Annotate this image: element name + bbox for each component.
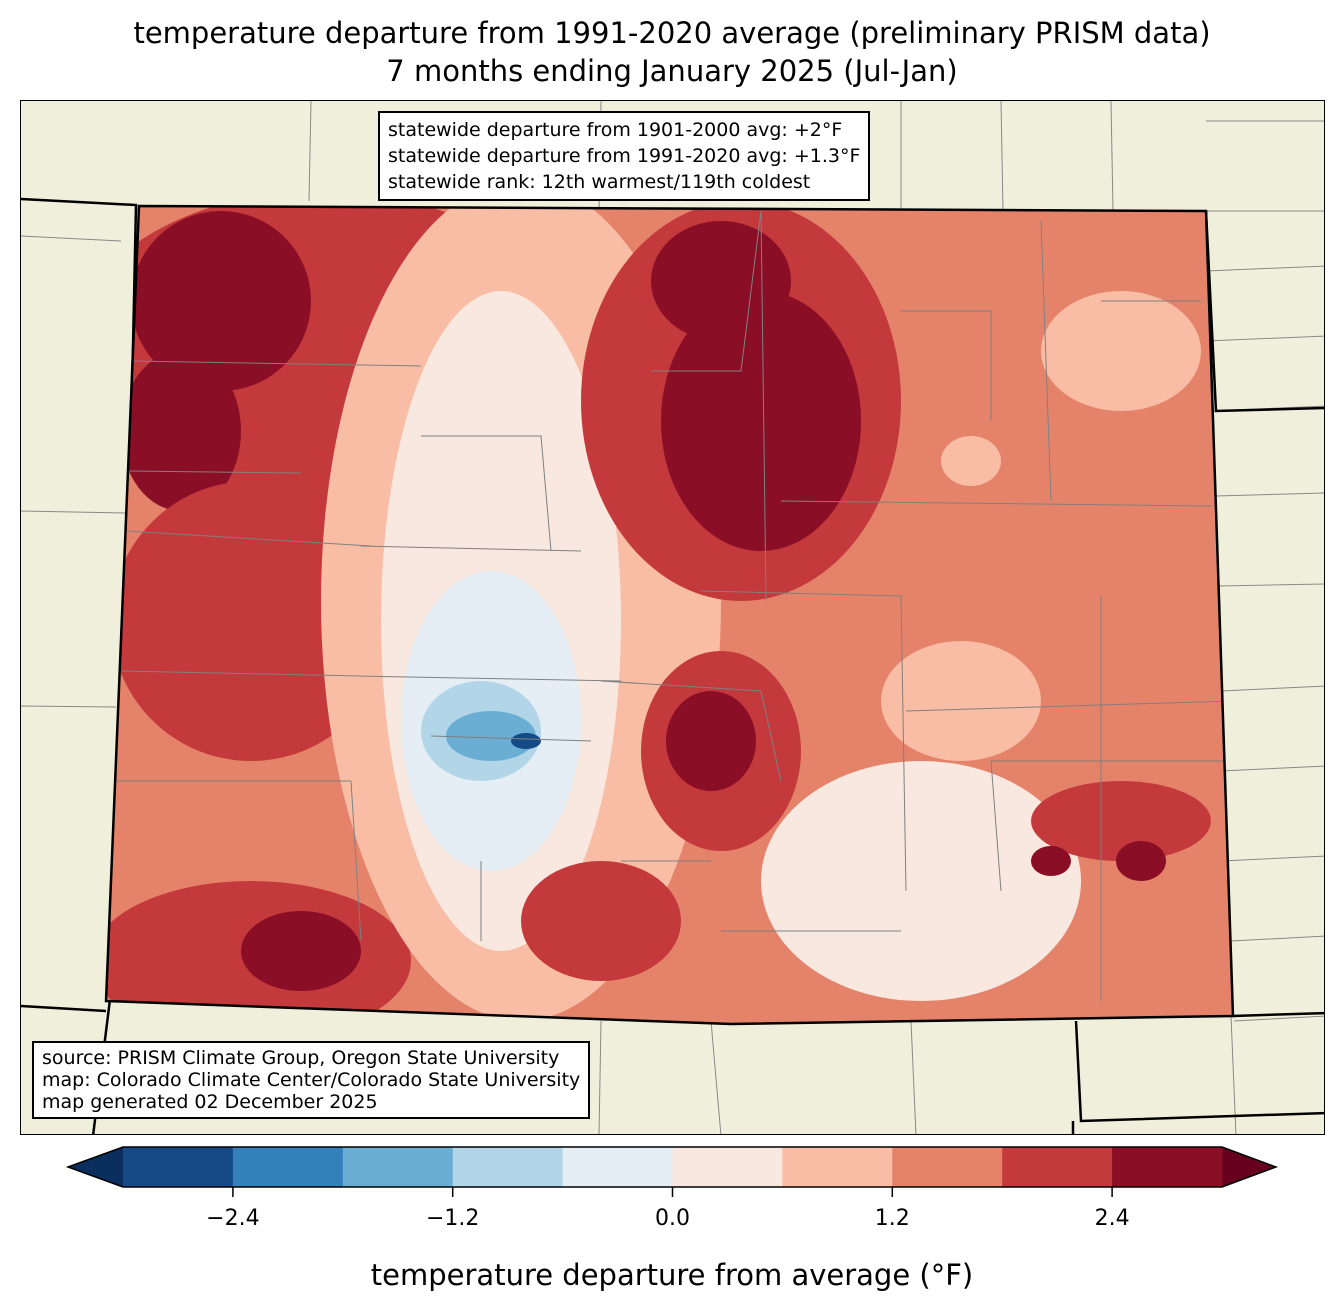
generated-date-line: map generated 02 December 2025 <box>42 1091 378 1113</box>
departure-contours <box>106 206 1211 1024</box>
colorbar-tick-label: −2.4 <box>206 1206 260 1231</box>
stat-1901-2000: statewide departure from 1901-2000 avg: … <box>388 119 843 141</box>
colorbar-label: temperature departure from average (°F) <box>370 1258 974 1292</box>
stat-rank: statewide rank: 12th warmest/119th colde… <box>388 171 811 193</box>
colorbar-bin <box>1112 1147 1223 1187</box>
map-credit-line: map: Colorado Climate Center/Colorado St… <box>42 1069 581 1091</box>
colorbar-bin <box>672 1147 783 1187</box>
colorbar-outline <box>65 1146 1279 1188</box>
colorbar-extend-high <box>1222 1147 1276 1187</box>
statewide-stats-box: statewide departure from 1901-2000 avg: … <box>378 111 871 201</box>
colorbar-bin <box>342 1147 454 1187</box>
source-box: source: PRISM Climate Group, Oregon Stat… <box>32 1041 591 1119</box>
colorbar-tick-label: 0.0 <box>655 1206 690 1231</box>
county-lines <box>116 210 1232 1001</box>
source-line: source: PRISM Climate Group, Oregon Stat… <box>42 1047 560 1069</box>
colorbar-tick-label: 1.2 <box>874 1206 910 1231</box>
neighbor-county-lines <box>21 101 1324 1134</box>
colorado-map-svg <box>21 101 1324 1134</box>
colorbar-bin <box>232 1147 344 1187</box>
colorbar <box>65 1146 1279 1197</box>
stat-1991-2020: statewide departure from 1991-2020 avg: … <box>388 145 861 167</box>
colorado-border <box>104 204 1235 1026</box>
colorbar-bin <box>1002 1147 1113 1187</box>
colorbar-tick-label: 2.4 <box>1094 1206 1130 1231</box>
colorbar-bin <box>123 1147 234 1187</box>
colorbar-extend-low <box>68 1147 123 1187</box>
chart-title-line2: 7 months ending January 2025 (Jul-Jan) <box>386 54 958 88</box>
colorbar-bin <box>782 1147 893 1187</box>
colorbar-bin <box>562 1147 673 1187</box>
temperature-departure-map: statewide departure from 1901-2000 avg: … <box>20 100 1325 1135</box>
chart-title-line1: temperature departure from 1991-2020 ave… <box>133 16 1211 50</box>
colorbar-bin <box>452 1147 564 1187</box>
colorbar-tick-label: −1.2 <box>425 1206 480 1231</box>
colorbar-bin <box>892 1147 1003 1187</box>
